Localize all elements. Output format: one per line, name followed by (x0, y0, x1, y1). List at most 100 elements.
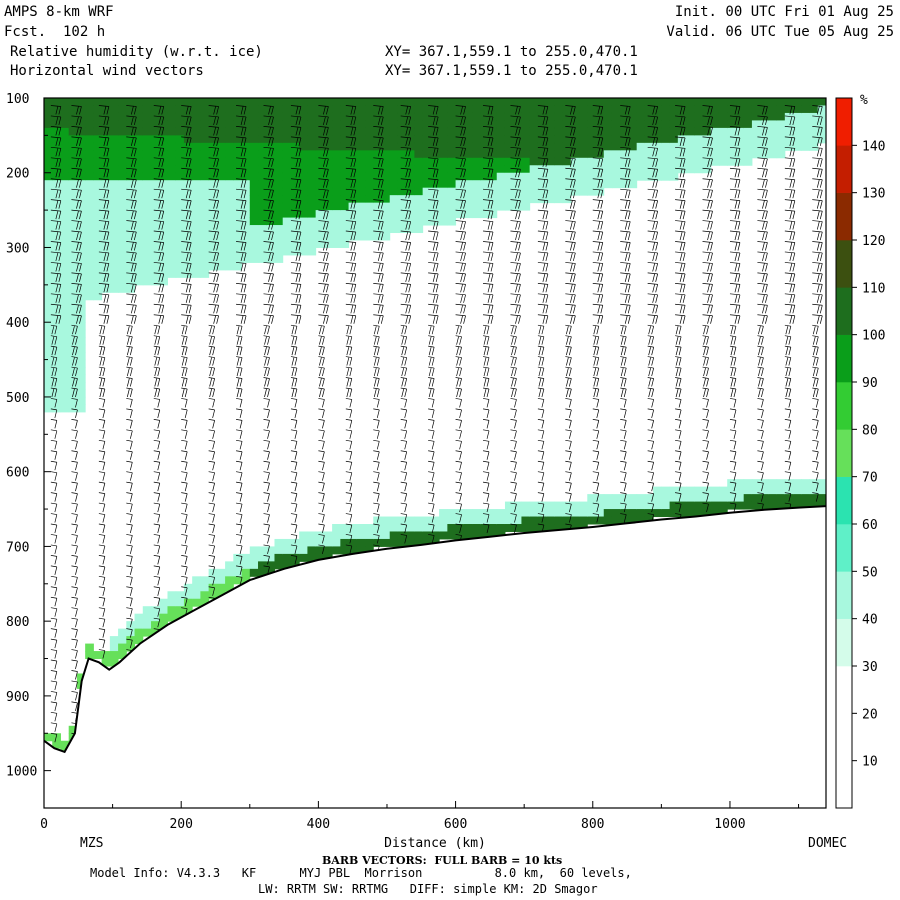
wind-barb-flag (710, 211, 713, 220)
wind-barb-flag (569, 148, 573, 157)
wind-barb-flag (627, 148, 631, 157)
rh-cell (727, 112, 736, 121)
wind-barb-flag (240, 200, 244, 209)
wind-barb-flag (655, 137, 658, 146)
rh-cell (389, 516, 399, 525)
rh-cell (68, 127, 78, 136)
rh-cell (463, 509, 473, 518)
rh-cell (233, 262, 243, 271)
wind-barb (675, 167, 686, 170)
wind-barb-flag (54, 430, 58, 439)
wind-barb-flag (596, 451, 600, 460)
wind-barb-flag (376, 336, 380, 345)
rh-cell (348, 150, 358, 159)
wind-barb-flag (486, 524, 490, 534)
wind-barb-flag (678, 409, 682, 418)
wind-barb (620, 157, 631, 160)
rh-cell (677, 98, 687, 106)
wind-barb-flag (157, 577, 161, 586)
wind-barb (400, 126, 411, 128)
wind-barb (153, 167, 164, 170)
rh-cell (233, 217, 243, 226)
rh-cell (151, 606, 160, 615)
wind-barb-flag (54, 702, 58, 711)
wind-barb (592, 439, 599, 442)
wind-barb (263, 398, 270, 400)
rh-cell (282, 142, 292, 151)
rh-cell (751, 494, 761, 503)
wind-barb (153, 586, 160, 589)
wind-barb-flag (350, 116, 354, 126)
wind-barb-flag (154, 357, 158, 366)
wind-barb (290, 377, 298, 379)
rh-cell (126, 284, 136, 293)
wind-barb (537, 335, 544, 338)
rh-cell (52, 225, 61, 234)
wind-barb (428, 126, 439, 128)
wind-barb (675, 377, 682, 379)
wind-barb (71, 481, 78, 484)
rh-cell (76, 150, 86, 159)
rh-cell (332, 217, 341, 226)
rh-cell (266, 195, 275, 204)
wind-barb (675, 241, 686, 243)
wind-barb (236, 199, 247, 201)
rh-cell (126, 180, 136, 189)
rh-cell (241, 561, 251, 570)
wind-barb (98, 115, 109, 118)
wind-barb-flag (707, 263, 710, 272)
rh-cell (397, 524, 407, 532)
wind-barb-flag (483, 336, 487, 345)
wind-barb-flag (682, 190, 686, 199)
wind-barb-flag (568, 493, 572, 502)
rh-cell (142, 195, 152, 204)
rh-cell (504, 524, 514, 532)
wind-barb-flag (486, 503, 490, 513)
wind-barb-flag (600, 148, 604, 157)
model-title: AMPS 8-km WRF (4, 4, 114, 20)
wind-barb (647, 262, 658, 264)
wind-barb-flag (541, 378, 545, 387)
wind-barb (236, 555, 243, 557)
wind-barb-flag (515, 106, 518, 115)
rh-cell (414, 210, 424, 219)
wind-barb-flag (216, 231, 219, 241)
wind-barb-flag (239, 577, 243, 586)
wind-barb (208, 481, 215, 484)
wind-barb-flag (624, 106, 628, 115)
wind-barb-flag (157, 619, 161, 628)
rh-cell (85, 643, 94, 652)
wind-barb-flag (518, 137, 521, 146)
rh-cell (389, 225, 399, 234)
wind-barb-flag (459, 409, 462, 418)
wind-barb (208, 408, 215, 411)
wind-barb-flag (408, 179, 412, 188)
wind-barb (236, 513, 243, 515)
wind-barb-flag (349, 357, 353, 366)
rh-cell (60, 150, 70, 159)
wind-barb-flag (627, 284, 631, 293)
rh-cell (167, 606, 177, 615)
rh-cell (101, 187, 111, 196)
wind-barb-flag (323, 305, 326, 314)
wind-barb-flag (209, 388, 212, 398)
rh-cell (208, 576, 218, 585)
wind-barb-flag (569, 200, 573, 209)
wind-barb-flag (271, 158, 274, 167)
wind-barb-flag (103, 179, 107, 188)
wind-barb (263, 460, 270, 463)
wind-barb-flag (54, 347, 58, 356)
wind-barb-flag (298, 273, 302, 282)
rh-cell (192, 180, 201, 189)
rh-cell (430, 516, 440, 525)
wind-barb (565, 272, 576, 275)
wind-barb-flag (541, 483, 545, 492)
wind-barb-flag (514, 503, 517, 513)
rh-cell (455, 165, 465, 174)
rh-cell (200, 135, 210, 144)
wind-barb-flag (404, 524, 408, 534)
wind-barb-flag (593, 388, 597, 398)
wind-barb-flag (463, 169, 466, 178)
wind-barb-flag (184, 524, 188, 534)
wind-barb-flag (79, 284, 82, 293)
